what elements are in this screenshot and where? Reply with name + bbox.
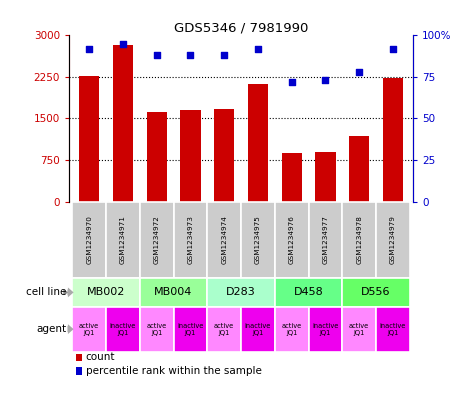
Bar — [106, 307, 140, 352]
Text: active
JQ1: active JQ1 — [214, 323, 234, 336]
Text: D283: D283 — [226, 287, 256, 298]
Bar — [207, 202, 241, 278]
Text: GSM1234970: GSM1234970 — [86, 215, 92, 264]
Text: agent: agent — [37, 324, 67, 334]
Bar — [241, 202, 275, 278]
Bar — [79, 76, 99, 202]
Bar — [241, 307, 275, 352]
Text: D556: D556 — [361, 287, 391, 298]
Text: GSM1234972: GSM1234972 — [153, 215, 160, 264]
Text: GSM1234979: GSM1234979 — [390, 215, 396, 264]
Text: inactive
JQ1: inactive JQ1 — [245, 323, 271, 336]
Bar — [383, 78, 403, 202]
Title: GDS5346 / 7981990: GDS5346 / 7981990 — [174, 21, 308, 34]
Bar — [214, 109, 234, 202]
Bar — [309, 307, 342, 352]
Bar — [106, 202, 140, 278]
Point — [288, 79, 295, 85]
Bar — [275, 278, 342, 307]
Bar — [342, 278, 410, 307]
Bar — [282, 153, 302, 202]
Text: inactive
JQ1: inactive JQ1 — [312, 323, 339, 336]
Bar — [113, 45, 133, 202]
Text: GSM1234976: GSM1234976 — [289, 215, 294, 264]
Text: D458: D458 — [294, 287, 323, 298]
Text: inactive
JQ1: inactive JQ1 — [380, 323, 406, 336]
Text: active
JQ1: active JQ1 — [349, 323, 370, 336]
Bar — [315, 152, 336, 202]
Text: GSM1234975: GSM1234975 — [255, 215, 261, 264]
Text: cell line: cell line — [26, 287, 66, 298]
Text: inactive
JQ1: inactive JQ1 — [110, 323, 136, 336]
Text: active
JQ1: active JQ1 — [79, 323, 99, 336]
Bar — [140, 202, 173, 278]
Bar — [207, 278, 275, 307]
Bar — [72, 307, 106, 352]
Point — [153, 52, 161, 59]
Point — [322, 77, 329, 83]
Text: GSM1234971: GSM1234971 — [120, 215, 126, 264]
Bar — [180, 110, 200, 202]
Text: GSM1234973: GSM1234973 — [188, 215, 193, 264]
Bar — [342, 307, 376, 352]
Bar — [376, 307, 410, 352]
Bar — [140, 278, 207, 307]
Point — [220, 52, 228, 59]
Bar — [140, 307, 173, 352]
Bar — [376, 202, 410, 278]
Bar — [72, 202, 106, 278]
Bar — [72, 278, 140, 307]
Text: MB004: MB004 — [154, 287, 193, 298]
Bar — [146, 112, 167, 202]
Text: MB002: MB002 — [87, 287, 125, 298]
Text: GSM1234974: GSM1234974 — [221, 215, 227, 264]
Bar — [173, 202, 207, 278]
Bar — [349, 136, 370, 202]
Point — [86, 46, 93, 52]
Bar — [342, 202, 376, 278]
Point — [187, 52, 194, 59]
Bar — [248, 84, 268, 202]
Point — [254, 46, 262, 52]
Bar — [275, 307, 309, 352]
Text: percentile rank within the sample: percentile rank within the sample — [86, 365, 261, 376]
Bar — [275, 202, 309, 278]
Point — [389, 46, 397, 52]
Bar — [309, 202, 342, 278]
Text: GSM1234977: GSM1234977 — [323, 215, 329, 264]
Text: GSM1234978: GSM1234978 — [356, 215, 362, 264]
Bar — [207, 307, 241, 352]
Text: active
JQ1: active JQ1 — [282, 323, 302, 336]
Bar — [173, 307, 207, 352]
Text: inactive
JQ1: inactive JQ1 — [177, 323, 204, 336]
Point — [119, 40, 127, 47]
Text: active
JQ1: active JQ1 — [146, 323, 167, 336]
Point — [355, 69, 363, 75]
Text: count: count — [86, 352, 115, 362]
